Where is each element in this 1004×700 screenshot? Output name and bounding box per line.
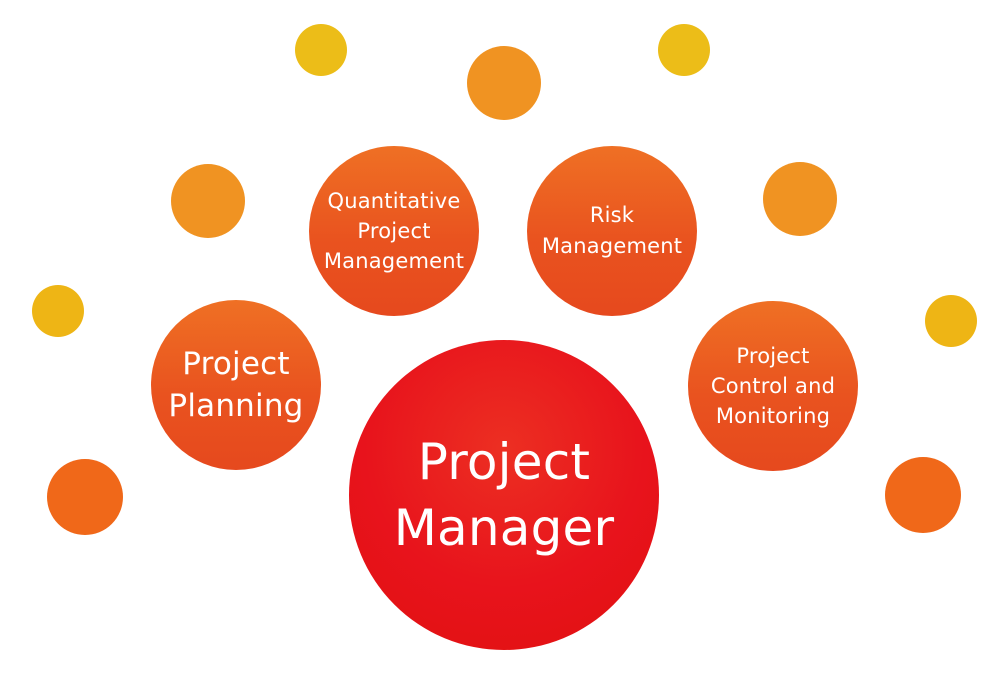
decorative-dot-orange-bottom-left (47, 459, 123, 535)
node-risk-management-label: Risk Management (541, 203, 683, 258)
node-project-control-and-monitoring-label: Project Control and Monitoring (710, 344, 836, 428)
decorative-dot-amber-top-center (467, 46, 541, 120)
center-node-label: Project Manager (393, 433, 615, 557)
node-risk-management: Risk Management (527, 146, 697, 316)
decorative-dot-orange-bottom-right (885, 457, 961, 533)
node-project-control-and-monitoring: Project Control and Monitoring (688, 301, 858, 471)
decorative-dot-yellow-left (32, 285, 84, 337)
decorative-dot-yellow-top-right (658, 24, 710, 76)
center-node-project-manager: Project Manager (349, 340, 659, 650)
node-quantitative-project-management: Quantitative Project Management (309, 146, 479, 316)
node-project-planning: Project Planning (151, 300, 321, 470)
decorative-dot-amber-right (763, 162, 837, 236)
decorative-dot-yellow-top-left (295, 24, 347, 76)
decorative-dot-amber-left (171, 164, 245, 238)
node-project-planning-label: Project Planning (168, 346, 304, 424)
decorative-dot-yellow-right (925, 295, 977, 347)
node-quantitative-project-management-label: Quantitative Project Management (323, 189, 465, 273)
